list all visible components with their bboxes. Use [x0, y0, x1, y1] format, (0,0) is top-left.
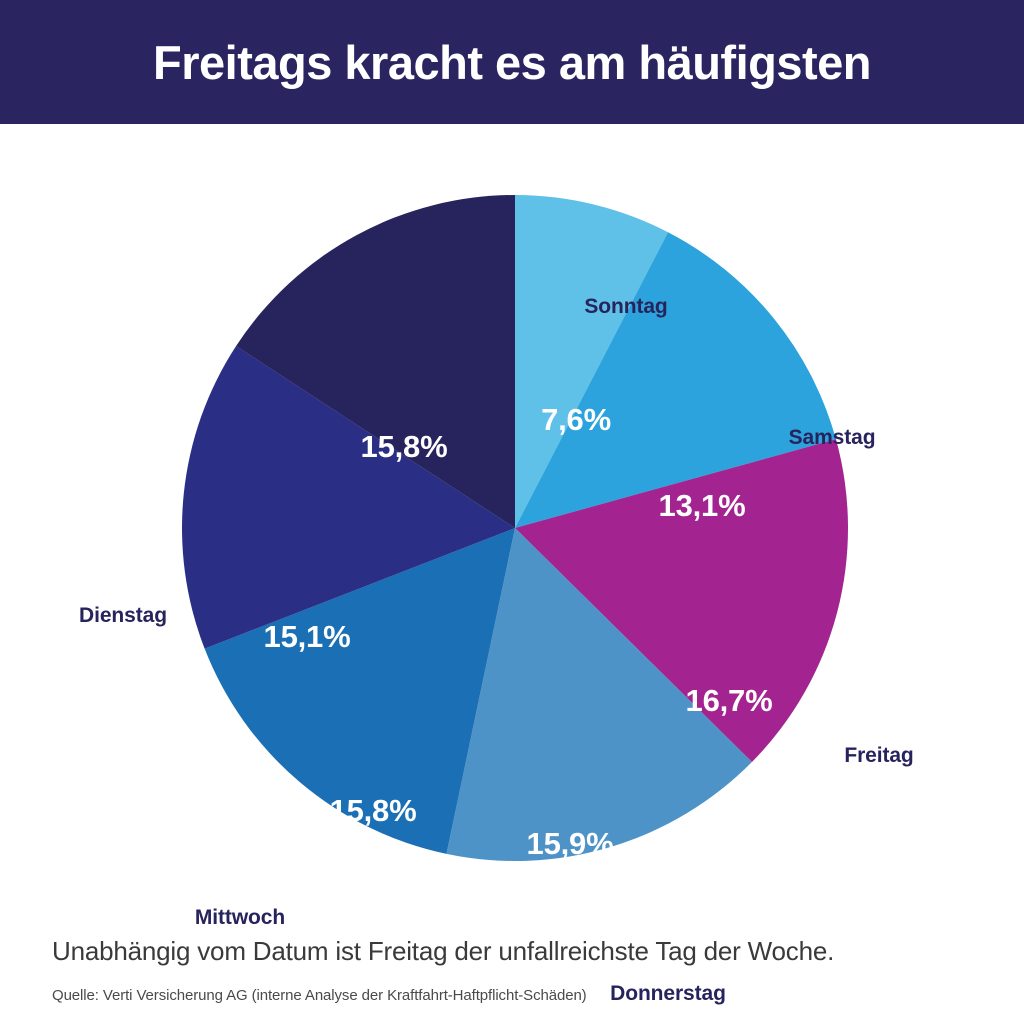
- page-title: Freitags kracht es am häufigsten: [153, 35, 871, 89]
- slice-label-donnerstag: Donnerstag: [610, 982, 726, 1005]
- slice-label-samstag: Samstag: [788, 426, 876, 449]
- pie-svg: [182, 195, 848, 861]
- slice-label-freitag: Freitag: [844, 744, 914, 767]
- pie-chart: 7,6% 13,1% 16,7% 15,9% 15,8% 15,1% 15,8% Sonnt…: [0, 124, 1024, 1005]
- pie-slice-sonntag[interactable]: [515, 195, 669, 528]
- header-banner: Freitags kracht es am häufigsten: [0, 0, 1024, 124]
- slice-label-dienstag: Dienstag: [79, 604, 167, 627]
- pie-slice-dienstag[interactable]: [182, 346, 515, 649]
- footer: Unabhängig vom Datum ist Freitag der unf…: [0, 914, 1024, 1024]
- pie-slice-donnerstag[interactable]: [446, 528, 752, 861]
- slice-label-mittwoch: Mittwoch: [194, 906, 286, 929]
- chart-caption: Unabhängig vom Datum ist Freitag der unf…: [52, 936, 835, 966]
- chart-source: Quelle: Verti Versicherung AG (interne A…: [52, 987, 587, 1004]
- pie-slice-group: [182, 195, 848, 861]
- slice-label-montag: Montag: [260, 336, 336, 359]
- pie-graphic: [182, 195, 848, 861]
- pie-slice-montag[interactable]: [236, 195, 515, 528]
- pie-slice-freitag[interactable]: [515, 439, 848, 762]
- pie-slice-mittwoch[interactable]: [204, 528, 515, 854]
- slice-label-sonntag: Sonntag: [584, 295, 668, 318]
- pie-slice-samstag[interactable]: [515, 232, 836, 528]
